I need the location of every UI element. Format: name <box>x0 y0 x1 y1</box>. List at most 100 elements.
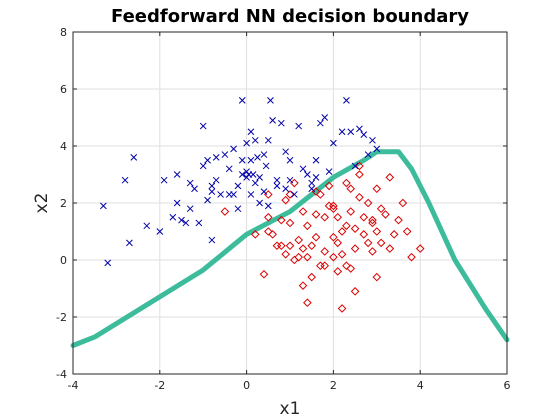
y-axis-label: x2 <box>32 193 52 214</box>
cross-point <box>243 139 250 147</box>
diamond-point <box>415 244 425 253</box>
cross-point <box>160 176 168 184</box>
diamond-point <box>311 232 321 242</box>
cross-point <box>312 156 320 164</box>
diamond-point <box>316 190 325 199</box>
cross-point <box>317 119 324 127</box>
diamond-point <box>350 224 360 233</box>
y-tick-label: 6 <box>60 83 67 96</box>
diamond-point <box>350 244 360 253</box>
cross-point <box>273 182 281 190</box>
cross-point <box>273 176 281 184</box>
x-tick-label: 0 <box>243 379 250 392</box>
cross-point <box>264 136 272 144</box>
diamond-point <box>277 215 286 225</box>
diamond-point <box>368 218 377 228</box>
cross-point <box>262 162 270 170</box>
diamond-point <box>372 272 382 282</box>
diamond-point <box>329 201 338 211</box>
cross-point <box>343 97 350 104</box>
diamond-point <box>316 261 325 271</box>
cross-point <box>208 236 216 244</box>
cross-point <box>330 139 337 147</box>
diamond-point <box>303 252 312 262</box>
diamond-point <box>368 215 377 225</box>
cross-point <box>286 176 294 184</box>
series-layer <box>70 97 510 348</box>
cross-point <box>238 171 246 178</box>
cross-point <box>204 196 211 204</box>
diamond-point <box>389 230 399 239</box>
cross-point <box>178 216 185 224</box>
x-tick-label: 4 <box>417 379 424 392</box>
chart-title: Feedforward NN decision boundary <box>111 6 469 27</box>
diamond-point <box>342 221 351 231</box>
diamond-point <box>359 212 369 222</box>
cross-point <box>143 222 151 230</box>
diamond-point <box>346 184 356 194</box>
cross-point <box>351 162 359 170</box>
diamond-point <box>320 261 330 271</box>
cross-point <box>299 165 307 173</box>
cross-point <box>286 156 294 164</box>
cross-point <box>182 219 190 227</box>
cross-point <box>364 151 372 158</box>
diamond-point <box>376 204 386 214</box>
diamond-point <box>311 210 321 219</box>
diamond-point <box>263 190 273 199</box>
cross-point <box>369 136 376 144</box>
cross-point <box>290 191 298 198</box>
diamond-point <box>385 244 395 253</box>
cross-point <box>234 205 242 213</box>
diamond-point <box>263 212 273 222</box>
diamond-point <box>294 235 303 245</box>
cross-point <box>156 228 164 235</box>
cross-point <box>208 182 216 190</box>
cross-point <box>260 151 268 158</box>
diamond-point <box>355 170 364 179</box>
diamond-point <box>363 198 373 208</box>
cross-point <box>360 131 368 138</box>
diamond-point <box>346 207 356 216</box>
diamond-point <box>307 272 317 282</box>
diamond-point <box>290 178 299 188</box>
cross-point <box>247 191 255 198</box>
diamond-point <box>285 218 295 228</box>
diamond-point <box>398 198 408 208</box>
cross-point <box>212 154 220 161</box>
diamond-point <box>324 181 334 191</box>
cross-point <box>249 171 257 178</box>
cross-point <box>234 182 242 190</box>
diamond-point <box>355 161 364 171</box>
cross-point <box>100 202 107 210</box>
diamond-point <box>342 178 351 188</box>
diamond-point <box>359 230 369 239</box>
y-tick-label: -4 <box>56 368 67 381</box>
diamond-point <box>263 227 273 236</box>
y-tick-label: 8 <box>60 26 67 39</box>
cross-point <box>169 213 177 221</box>
cross-point <box>251 179 259 187</box>
diamond-point <box>333 212 343 222</box>
cross-point <box>204 156 211 164</box>
cross-point <box>325 168 333 176</box>
cross-point <box>199 122 207 130</box>
diamond-point <box>372 227 382 236</box>
cross-point <box>304 171 311 178</box>
cross-point <box>308 185 316 193</box>
diamond-point <box>333 267 343 276</box>
cross-point <box>295 122 303 130</box>
diamond-point <box>350 287 360 296</box>
cross-point <box>199 162 207 170</box>
cross-point <box>260 188 268 195</box>
cross-point <box>347 128 355 136</box>
cross-point <box>282 148 290 156</box>
diamond-point <box>250 230 260 239</box>
diamond-point <box>298 281 308 290</box>
diamond-point <box>285 190 295 199</box>
diamond-point <box>385 173 395 182</box>
cross-point <box>277 119 285 127</box>
cross-point <box>221 151 229 158</box>
cross-point <box>130 154 138 161</box>
cross-point <box>308 179 316 187</box>
